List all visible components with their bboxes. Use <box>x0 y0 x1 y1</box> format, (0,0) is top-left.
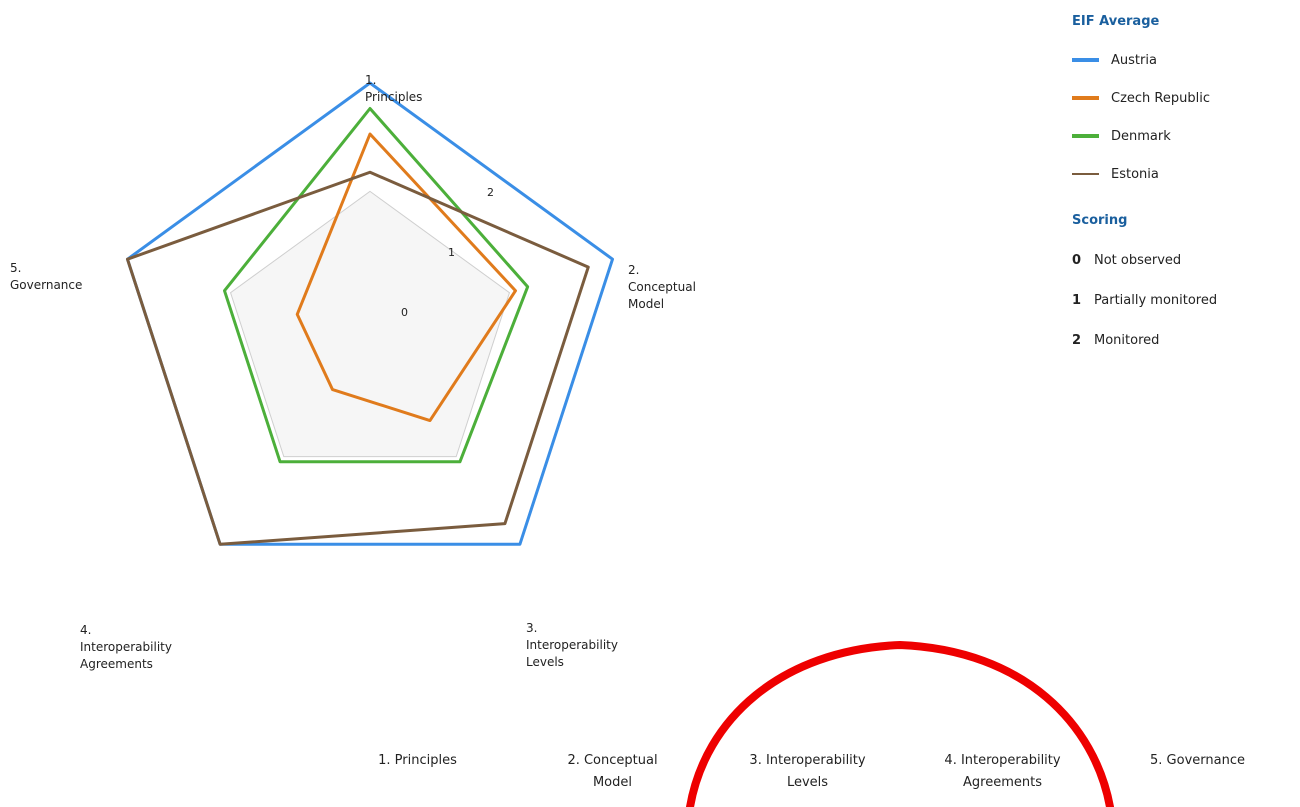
legend-label: Czech Republic <box>1111 90 1210 106</box>
axis-label-conceptual-model: 2. Conceptual Model <box>628 263 696 311</box>
legend: EIF Average Austria Czech Republic Denma… <box>1072 14 1297 360</box>
bottom-label-principles: 1. Principles <box>378 753 457 768</box>
bottom-label-interoperability-levels: 3. Interoperability Levels <box>749 753 866 790</box>
bottom-label-governance: 5. Governance <box>1150 753 1245 768</box>
legend-item-czech-republic[interactable]: Czech Republic <box>1072 79 1297 117</box>
legend-swatch-denmark <box>1072 134 1099 138</box>
axis-label-interoperability-agreements: 4. Interoperability Agreements <box>80 623 172 671</box>
level-label-1: 1 <box>448 246 455 259</box>
legend-item-austria[interactable]: Austria <box>1072 41 1297 79</box>
score-item-2: 2 Monitored <box>1072 320 1297 360</box>
scoring-section: Scoring 0 Not observed 1 Partially monit… <box>1072 213 1297 360</box>
score-num: 1 <box>1072 292 1082 308</box>
level-label-2: 2 <box>487 186 494 199</box>
axis-label-governance: 5. Governance <box>10 261 83 292</box>
score-item-1: 1 Partially monitored <box>1072 280 1297 320</box>
score-label: Monitored <box>1094 332 1160 348</box>
score-num: 2 <box>1072 332 1082 348</box>
legend-label: Denmark <box>1111 128 1171 144</box>
axis-label-interoperability-levels: 3. Interoperability Levels <box>526 621 618 669</box>
legend-item-estonia[interactable]: Estonia <box>1072 155 1297 193</box>
score-item-0: 0 Not observed <box>1072 240 1297 280</box>
legend-swatch-austria <box>1072 58 1099 62</box>
level-label-0: 0 <box>401 306 408 319</box>
score-label: Not observed <box>1094 252 1182 268</box>
radar-series <box>125 81 615 546</box>
legend-swatch-estonia <box>1072 173 1099 175</box>
radar-grid <box>126 82 614 545</box>
bottom-label-interoperability-agreements: 4. Interoperability Agreements <box>944 753 1061 790</box>
legend-swatch-czech-republic <box>1072 96 1099 100</box>
series-czech-republic[interactable] <box>295 132 518 423</box>
legend-title: EIF Average <box>1072 14 1160 29</box>
scoring-title: Scoring <box>1072 213 1128 228</box>
legend-label: Estonia <box>1111 166 1159 182</box>
axis-label-principles: 1. Principles <box>365 73 423 104</box>
bottom-axis-labels: 1. Principles 2. Conceptual Model 3. Int… <box>320 750 1295 794</box>
score-num: 0 <box>1072 252 1082 268</box>
score-label: Partially monitored <box>1094 292 1218 308</box>
grid-ring-1 <box>229 190 511 458</box>
legend-item-denmark[interactable]: Denmark <box>1072 117 1297 155</box>
legend-label: Austria <box>1111 52 1157 68</box>
series-estonia[interactable] <box>125 170 590 546</box>
series-austria[interactable] <box>125 81 615 546</box>
series-denmark[interactable] <box>222 107 530 464</box>
bottom-label-conceptual-model: 2. Conceptual Model <box>567 753 658 790</box>
